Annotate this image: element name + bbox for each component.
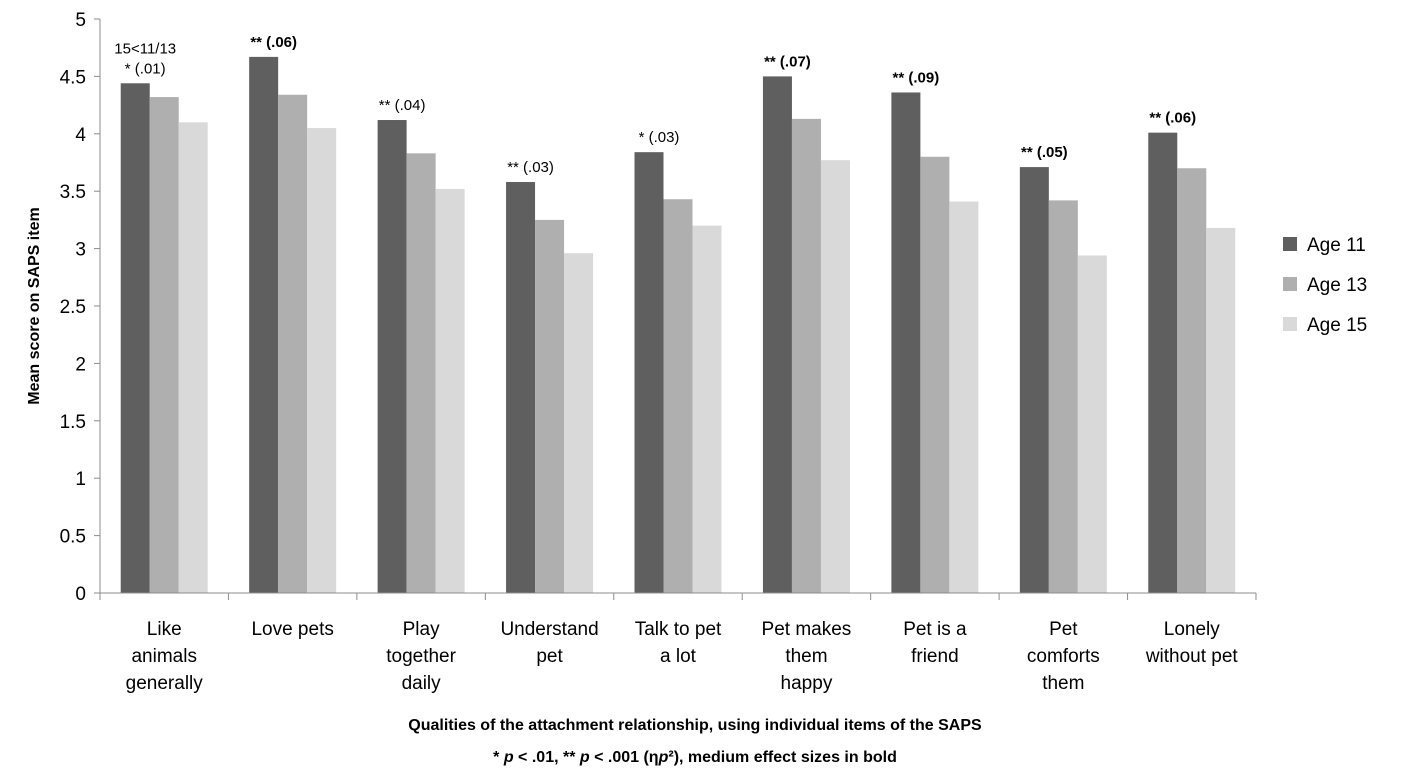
x-tick-label: Like animals generally bbox=[126, 619, 204, 694]
bar-annotation: * (.03) bbox=[639, 129, 680, 146]
x-tick-label: Pet comforts them bbox=[1027, 619, 1100, 694]
bar bbox=[435, 188, 465, 594]
y-tick-label: 1.5 bbox=[60, 412, 86, 433]
legend-swatch bbox=[1283, 277, 1297, 291]
bar-annotation: ** (.06) bbox=[1149, 110, 1196, 127]
y-tick-label: 2 bbox=[75, 354, 86, 375]
bar-annotation: 15<11/13 * (.01) bbox=[114, 40, 176, 77]
legend-label: Age 13 bbox=[1307, 275, 1367, 296]
significance-note: * p < .01, ** p < .001 (ηp²), medium eff… bbox=[493, 749, 897, 766]
y-tick-label: 4.5 bbox=[60, 67, 86, 88]
bar-annotations: 15<11/13 * (.01) ** (.06) ** (.04) ** (.03) *… bbox=[114, 34, 1196, 176]
bar bbox=[506, 182, 536, 594]
bar bbox=[535, 219, 565, 593]
bar bbox=[920, 156, 950, 593]
bar bbox=[891, 92, 921, 594]
bar bbox=[249, 56, 279, 594]
bar-annotation: ** (.07) bbox=[764, 53, 811, 70]
y-tick-label: 2.5 bbox=[60, 297, 86, 318]
bar bbox=[564, 253, 594, 593]
legend-label: Age 15 bbox=[1307, 315, 1367, 336]
bar bbox=[663, 199, 693, 593]
y-axis-title: Mean score on SAPS item bbox=[26, 207, 43, 404]
bar bbox=[692, 225, 722, 593]
bars bbox=[120, 56, 1236, 594]
legend: Age 11 Age 13 Age 15 bbox=[1283, 235, 1367, 336]
x-tick-label: Talk to pet a lot bbox=[635, 619, 722, 667]
bar-annotation: ** (.09) bbox=[893, 69, 940, 86]
bar bbox=[1177, 168, 1207, 594]
x-tick-label: Love pets bbox=[251, 619, 333, 640]
y-tick-label: 4 bbox=[75, 125, 86, 146]
y-tick-label: 3 bbox=[75, 240, 86, 261]
bar bbox=[120, 83, 150, 594]
bar bbox=[1206, 227, 1236, 593]
y-tick-label: 5 bbox=[75, 10, 86, 31]
legend-label: Age 11 bbox=[1307, 235, 1366, 256]
x-tick-label: Pet makes them happy bbox=[762, 619, 852, 694]
bar bbox=[1148, 132, 1178, 594]
legend-swatch bbox=[1283, 237, 1297, 251]
bar bbox=[1048, 200, 1078, 593]
bar bbox=[149, 97, 179, 594]
bar bbox=[1077, 255, 1107, 593]
bar-annotation: ** (.04) bbox=[379, 97, 426, 114]
bar bbox=[949, 201, 979, 594]
bar bbox=[278, 94, 308, 593]
bar-annotation: ** (.05) bbox=[1021, 144, 1068, 161]
bar bbox=[762, 76, 792, 593]
bar bbox=[406, 153, 436, 594]
y-tick-label: 1 bbox=[75, 469, 86, 490]
x-tick-label: Lonely without pet bbox=[1145, 619, 1239, 667]
bar bbox=[1019, 167, 1049, 594]
bar-annotation: ** (.06) bbox=[250, 34, 297, 51]
x-axis-title: Qualities of the attachment relationship… bbox=[408, 717, 982, 734]
bar bbox=[307, 128, 337, 593]
y-tick-label: 3.5 bbox=[60, 182, 86, 203]
bar bbox=[178, 122, 208, 593]
bar-annotation: ** (.03) bbox=[507, 159, 554, 176]
y-axis: 0 0.5 1 1.5 2 2.5 3 3.5 4 4.5 5 bbox=[60, 10, 101, 605]
x-tick-label: Play together daily bbox=[386, 619, 456, 694]
y-tick-label: 0 bbox=[75, 584, 86, 605]
x-tick-label: Understand pet bbox=[500, 619, 598, 667]
bar bbox=[791, 118, 821, 593]
bar bbox=[634, 152, 664, 593]
x-axis: Like animals generally Love pets Play togethe… bbox=[99, 592, 1257, 694]
bar bbox=[820, 160, 850, 594]
bar bbox=[377, 120, 407, 594]
legend-swatch bbox=[1283, 317, 1297, 331]
x-tick-label: Pet is a friend bbox=[903, 619, 967, 667]
y-tick-label: 0.5 bbox=[60, 527, 86, 548]
